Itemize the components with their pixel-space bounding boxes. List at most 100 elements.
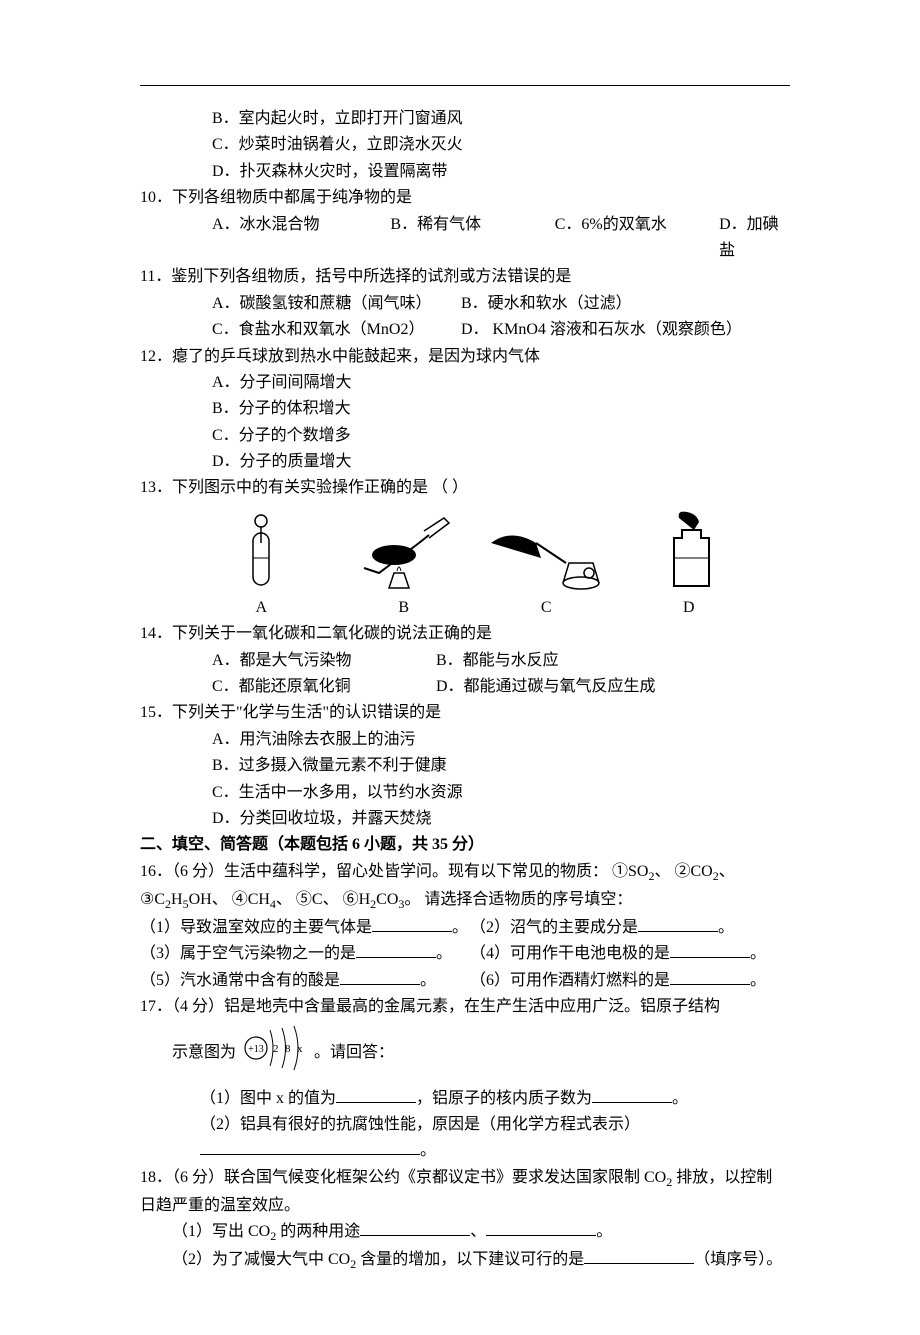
q16-s1b: （2）沼气的主要成分是 [470,919,638,936]
q18-stem-a: 18．（6 分）联合国气候变化框架公约《京都议定书》要求发达国家限制 CO [140,1169,666,1186]
q18-s2a: （2）为了减慢大气中 CO [172,1251,350,1268]
blank [360,1219,470,1236]
period: 。 [750,945,766,962]
q16-line1-b: 、 ②CO [654,863,712,880]
q10-options: A．冰水混合物 B．稀有气体 C．6%的双氧水 D．加碘盐 [140,212,790,265]
q14-opt-c: C．都能还原氧化铜 [212,674,432,700]
q13-fig-b [333,513,476,593]
q16-sub3: （5）汽水通常中含有的酸是。 （6）可用作酒精灯燃料的是。 [140,968,790,994]
q14-row1: A．都是大气污染物 B．都能与水反应 [140,648,790,674]
q14-stem: 14．下列关于一氧化碳和二氧化碳的说法正确的是 [140,621,790,647]
q17-s1a: （1）图中 x 的值为 [200,1090,336,1107]
q10-opt-b: B．稀有气体 [390,212,554,265]
q9-opt-c: C．炒菜时油锅着火，立即浇水灭火 [140,132,790,158]
q9-opt-b: B．室内起火时，立即打开门窗通风 [140,106,790,132]
q13-label-d: D [618,595,761,621]
q12-opt-a: A．分子间间隔增大 [140,370,790,396]
q11-row2: C．食盐水和双氧水（MnO2） D． KMnO4 溶液和石灰水（观察颜色） [140,317,790,343]
q14-opt-d: D．都能通过碳与氧气反应生成 [436,678,656,695]
q12-opt-c: C．分子的个数增多 [140,423,790,449]
period: 。 [750,972,766,989]
period: 。 [718,919,734,936]
top-rule [140,85,790,86]
period: 。 [436,945,452,962]
q15-opt-b: B．过多摄入微量元素不利于健康 [140,753,790,779]
q11-opt-c: C．食盐水和双氧水（MnO2） [212,317,457,343]
q16-sub1: （1）导致温室效应的主要气体是。 （2）沼气的主要成分是。 [140,915,790,941]
q12-stem: 12．瘪了的乒乓球放到热水中能鼓起来，是因为球内气体 [140,344,790,370]
q16-s3a: （5）汽水通常中含有的酸是 [140,972,340,989]
q15-opt-c: C．生活中一水多用，以节约水资源 [140,780,790,806]
atom-structure-icon: +13 2 8 x [240,1020,310,1085]
q18-s2c: （填序号）。 [694,1251,782,1268]
q16-l2-c: OH、 ④CH [189,891,270,908]
q18-s1b: 的两种用途 [276,1223,360,1240]
period: 。 [420,1142,436,1159]
q16-l2-b: H [171,891,183,908]
q15-stem: 15．下列关于"化学与生活"的认识错误的是 [140,700,790,726]
q12-opt-b: B．分子的体积增大 [140,396,790,422]
q9-opt-d: D．扑灭森林火灾时，设置隔离带 [140,159,790,185]
q14-opt-a: A．都是大气污染物 [212,648,432,674]
q13-label-c: C [475,595,618,621]
q16-s3b: （6）可用作酒精灯燃料的是 [470,972,670,989]
period: 。 [672,1090,688,1107]
period: 。 [596,1223,612,1240]
section2-title: 二、填空、简答题（本题包括 6 小题，共 35 分） [140,832,790,858]
q16-line2: ③C2H5OH、 ④CH4、 ⑤C、 ⑥H2CO3。 请选择合适物质的序号填空： [140,887,790,915]
q10-opt-a: A．冰水混合物 [212,212,390,265]
q17-stem: 17．（4 分）铝是地壳中含量最高的金属元素，在生产生活中应用广泛。铝原子结构 [140,994,790,1020]
q16-l2-f: 。 请选择合适物质的序号填空： [404,891,632,908]
nucleus-label: +13 [248,1044,264,1055]
q18-stem1: 18．（6 分）联合国气候变化框架公约《京都议定书》要求发达国家限制 CO2 排… [140,1165,790,1193]
heating-test-tube-icon [349,513,459,593]
blank [200,1138,420,1155]
pouring-liquid-icon [481,518,611,593]
q14-row2: C．都能还原氧化铜 D．都能通过碳与氧气反应生成 [140,674,790,700]
blank [356,941,436,958]
q13-label-b: B [333,595,476,621]
q18-s1: （1）写出 CO2 的两种用途、。 [140,1219,790,1247]
blank [638,915,718,932]
q16-s2b: （4）可用作干电池电极的是 [470,945,670,962]
q11-row1: A．碳酸氢铵和蔗糖（闻气味） B．硬水和软水（过滤） [140,291,790,317]
q16-l2-e: CO [376,891,398,908]
q18-s1a: （1）写出 CO [172,1223,270,1240]
q13-fig-d [618,508,761,593]
blank [670,968,750,985]
q15-opt-d: D．分类回收垃圾，并露天焚烧 [140,806,790,832]
test-tube-dropper-icon [231,513,291,593]
q17-before: 示意图为 [172,1040,236,1066]
q16-line1: 16．（6 分）生活中蕴科学，留心处皆学问。现有以下常见的物质： ①SO2、 ②… [140,859,790,887]
bottle-stopper-icon [649,508,729,593]
blank [372,915,452,932]
q13-label-a: A [190,595,333,621]
q10-opt-d: D．加碘盐 [719,212,790,265]
q17-diagram-line: 示意图为 +13 2 8 x 。请回答： [140,1020,790,1085]
q11-stem: 11．鉴别下列各组物质，括号中所选择的试剂或方法错误的是 [140,264,790,290]
q16-sub2: （3）属于空气污染物之一的是。 （4）可用作干电池电极的是。 [140,941,790,967]
blank [592,1086,672,1103]
blank [340,968,420,985]
shell-1: 2 [273,1043,279,1055]
q18-stem2: 日趋严重的温室效应。 [140,1193,790,1219]
q13-labels: A B C D [140,595,790,621]
q18-s2: （2）为了减慢大气中 CO2 含量的增加，以下建议可行的是（填序号）。 [140,1247,790,1275]
q16-line1-c: 、 [719,863,735,880]
q17-after: 。请回答： [314,1040,394,1066]
q12-opt-d: D．分子的质量增大 [140,449,790,475]
q18-s2b: 含量的增加，以下建议可行的是 [356,1251,584,1268]
q16-line1-a: 16．（6 分）生活中蕴科学，留心处皆学问。现有以下常见的物质： ①SO [140,863,648,880]
q13-fig-a [190,513,333,593]
period: 。 [452,919,468,936]
blank [486,1219,596,1236]
q17-s1b: ，铝原子的核内质子数为 [416,1090,592,1107]
shell-2: 8 [285,1043,291,1055]
q17-s2a: （2）铝具有很好的抗腐蚀性能，原因是（用化学方程式表示） [200,1116,640,1133]
q11-opt-d: D． KMnO4 溶液和石灰水（观察颜色） [461,321,742,338]
q16-s1a: （1）导致温室效应的主要气体是 [140,919,372,936]
blank [584,1247,694,1264]
blank [670,941,750,958]
q18-stem-b: 排放，以控制 [672,1169,772,1186]
shell-3: x [297,1043,303,1055]
